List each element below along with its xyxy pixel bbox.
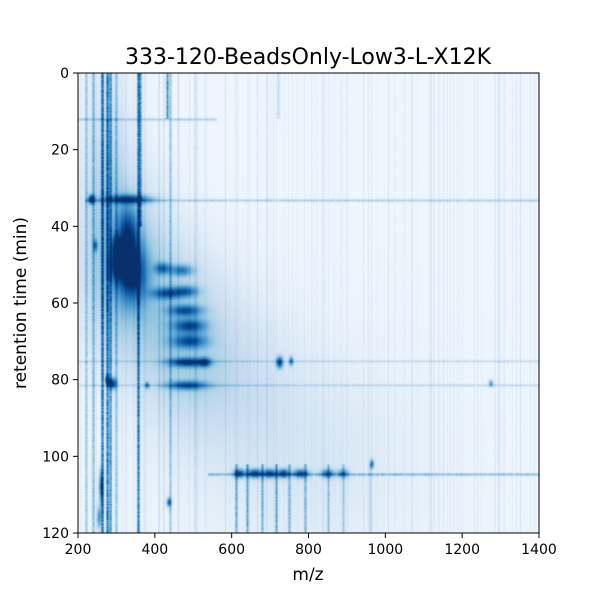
x-axis: 200 400 600 800 1000 1200 1400 bbox=[65, 533, 557, 558]
y-tick-label: 20 bbox=[51, 143, 69, 159]
y-tick-label: 120 bbox=[42, 526, 69, 542]
x-tick-label: 200 bbox=[65, 542, 92, 558]
y-tick-label: 100 bbox=[42, 449, 69, 465]
x-tick-label: 400 bbox=[141, 542, 168, 558]
x-axis-label: m/z bbox=[292, 565, 323, 585]
x-tick-label: 1200 bbox=[444, 542, 480, 558]
y-axis: 0 20 40 60 80 100 120 bbox=[42, 66, 78, 542]
x-tick-label: 800 bbox=[295, 542, 322, 558]
y-tick-label: 60 bbox=[51, 296, 69, 312]
x-tick-label: 1400 bbox=[521, 542, 557, 558]
x-tick-label: 600 bbox=[218, 542, 245, 558]
y-tick-label: 40 bbox=[51, 219, 69, 235]
y-tick-label: 0 bbox=[60, 66, 69, 82]
y-tick-label: 80 bbox=[51, 373, 69, 389]
chart-title: 333-120-BeadsOnly-Low3-L-X12K bbox=[125, 45, 492, 70]
heatmap-image bbox=[78, 73, 539, 533]
x-tick-label: 1000 bbox=[368, 542, 404, 558]
plot-area bbox=[78, 73, 539, 533]
y-axis-label: retention time (min) bbox=[11, 217, 31, 389]
